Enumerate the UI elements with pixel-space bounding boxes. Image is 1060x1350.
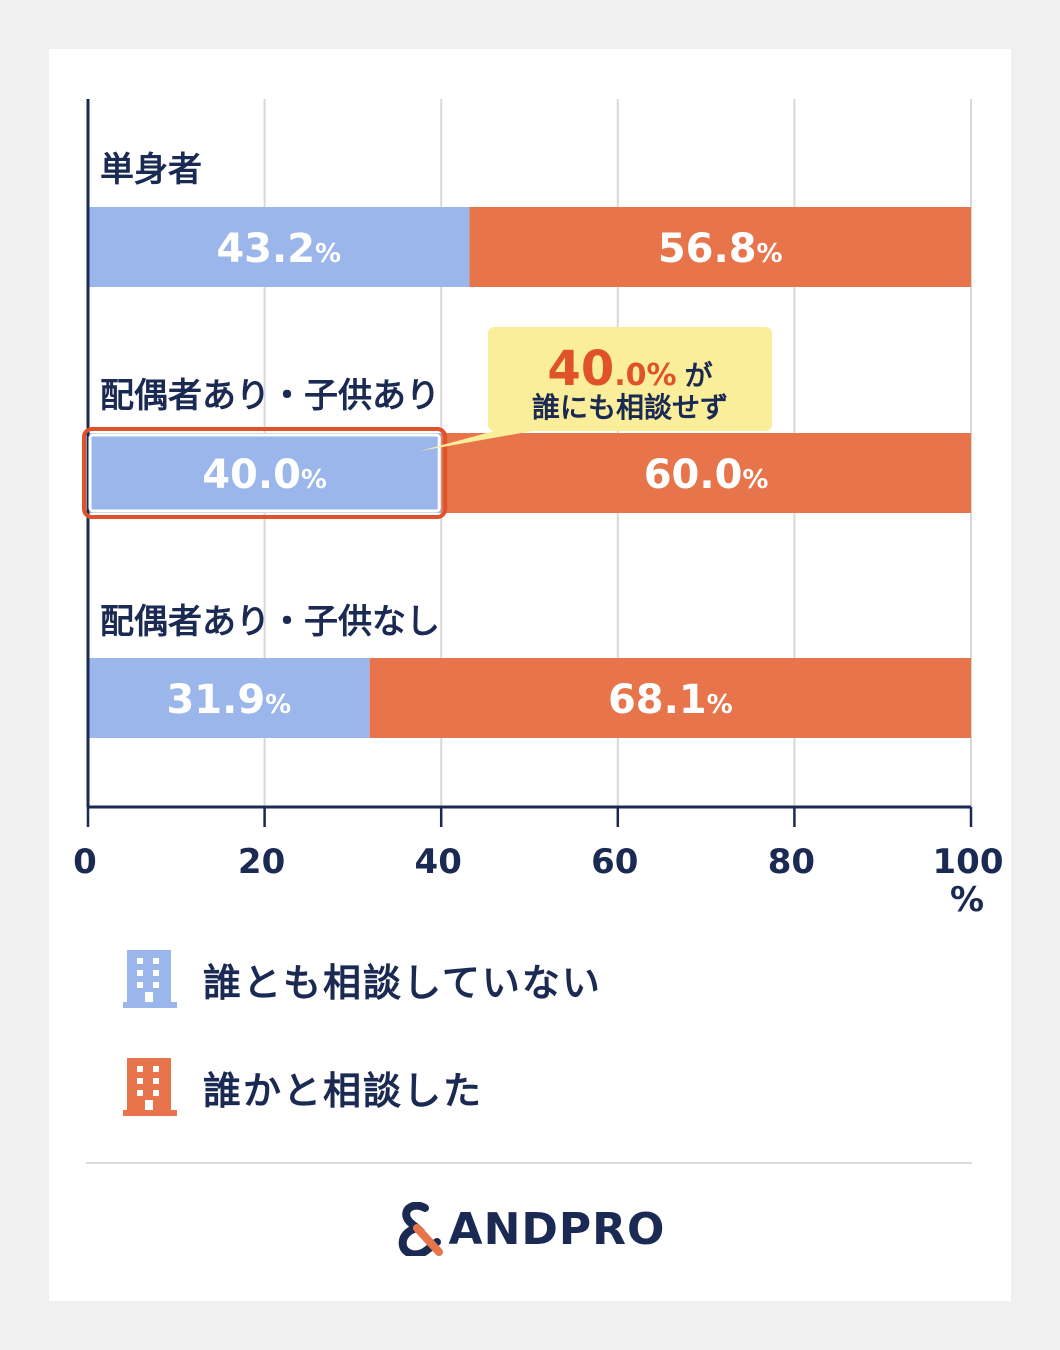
building-icon bbox=[123, 950, 177, 1008]
x-tick-label: 40 bbox=[415, 842, 462, 882]
category-label: 配偶者あり・子供あり bbox=[100, 376, 440, 416]
legend-label-no-one: 誰とも相談していない bbox=[203, 960, 602, 1005]
callout-text: 誰にも相談せず bbox=[532, 391, 728, 424]
x-tick-label: 0 bbox=[73, 842, 97, 882]
bar-segment bbox=[88, 207, 470, 287]
bar-segment bbox=[369, 658, 971, 738]
category-label: 単身者 bbox=[100, 150, 202, 190]
logo-text: ANDPRO bbox=[448, 1203, 666, 1255]
category-label: 配偶者あり・子供なし bbox=[100, 602, 440, 642]
bar-segment bbox=[88, 658, 370, 738]
callout-box bbox=[488, 327, 772, 431]
x-tick-label: 100 bbox=[933, 842, 1004, 882]
x-axis-unit: % bbox=[950, 880, 984, 920]
andpro-logo: ANDPRO bbox=[49, 1199, 1011, 1259]
highlight-inner bbox=[88, 433, 441, 513]
chart-card: 0 20 40 60 80 100% 単身者 43.2% 56.8% 配偶者あり・子供あり 40.… bbox=[49, 49, 1011, 1301]
bar-segment bbox=[441, 433, 971, 513]
legend-label-someone: 誰かと相談した bbox=[203, 1068, 484, 1113]
bar-segment bbox=[469, 207, 971, 287]
x-tick-label: 60 bbox=[591, 842, 638, 882]
legend-item-someone: 誰かと相談した bbox=[123, 1057, 602, 1117]
callout-headline: 40.0% が bbox=[547, 341, 712, 397]
callout-tail bbox=[420, 430, 538, 451]
legend: 誰とも相談していない 誰かと相談した bbox=[123, 949, 602, 1165]
divider bbox=[86, 1162, 972, 1164]
x-tick-label: 20 bbox=[238, 842, 285, 882]
x-tick-label: 80 bbox=[768, 842, 815, 882]
building-icon bbox=[123, 1058, 177, 1116]
highlight-box bbox=[82, 427, 448, 519]
legend-item-no-one: 誰とも相談していない bbox=[123, 949, 602, 1009]
ampersand-logo-icon bbox=[398, 1202, 443, 1256]
bar-segment bbox=[88, 433, 442, 513]
